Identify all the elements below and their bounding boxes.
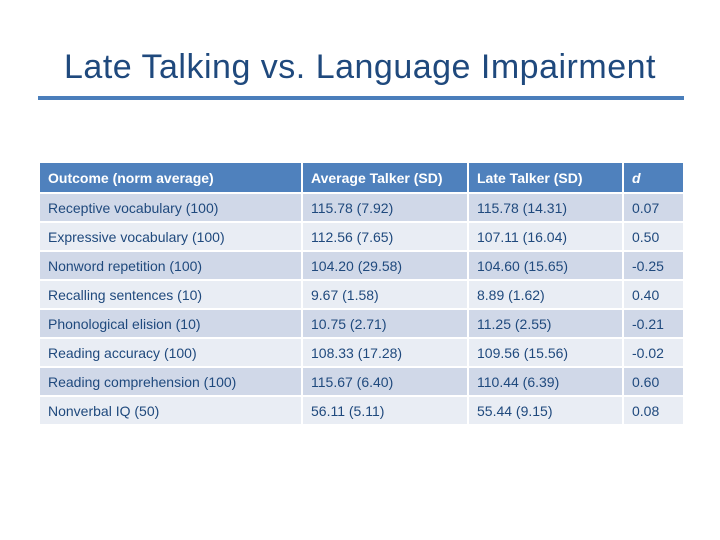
value-cell: 11.25 (2.55) (469, 310, 622, 337)
value-cell: 10.75 (2.71) (303, 310, 467, 337)
value-cell: 9.67 (1.58) (303, 281, 467, 308)
value-cell: -0.21 (624, 310, 683, 337)
results-table: Outcome (norm average) Average Talker (SD… (40, 163, 683, 424)
value-cell: -0.25 (624, 252, 683, 279)
value-cell: 0.07 (624, 194, 683, 221)
row-label-cell: Expressive vocabulary (100) (40, 223, 301, 250)
value-cell: 109.56 (15.56) (469, 339, 622, 366)
value-cell: 0.40 (624, 281, 683, 308)
value-cell: 55.44 (9.15) (469, 397, 622, 424)
value-cell: 8.89 (1.62) (469, 281, 622, 308)
row-label-cell: Reading accuracy (100) (40, 339, 301, 366)
value-cell: 56.11 (5.11) (303, 397, 467, 424)
value-cell: 0.08 (624, 397, 683, 424)
column-header: Late Talker (SD) (469, 163, 622, 192)
column-header: Outcome (norm average) (40, 163, 301, 192)
value-cell: 108.33 (17.28) (303, 339, 467, 366)
row-label-cell: Phonological elision (10) (40, 310, 301, 337)
row-label-cell: Receptive vocabulary (100) (40, 194, 301, 221)
row-label-cell: Nonword repetition (100) (40, 252, 301, 279)
slide-title: Late Talking vs. Language Impairment (64, 48, 656, 86)
value-cell: 104.20 (29.58) (303, 252, 467, 279)
row-label-cell: Reading comprehension (100) (40, 368, 301, 395)
value-cell: 104.60 (15.65) (469, 252, 622, 279)
column-header: d (624, 163, 683, 192)
column-header: Average Talker (SD) (303, 163, 467, 192)
value-cell: 0.60 (624, 368, 683, 395)
value-cell: 115.78 (14.31) (469, 194, 622, 221)
value-cell: 115.78 (7.92) (303, 194, 467, 221)
value-cell: 112.56 (7.65) (303, 223, 467, 250)
value-cell: 107.11 (16.04) (469, 223, 622, 250)
value-cell: 110.44 (6.39) (469, 368, 622, 395)
value-cell: 0.50 (624, 223, 683, 250)
row-label-cell: Recalling sentences (10) (40, 281, 301, 308)
value-cell: -0.02 (624, 339, 683, 366)
row-label-cell: Nonverbal IQ (50) (40, 397, 301, 424)
value-cell: 115.67 (6.40) (303, 368, 467, 395)
title-underline-rule (38, 96, 684, 100)
